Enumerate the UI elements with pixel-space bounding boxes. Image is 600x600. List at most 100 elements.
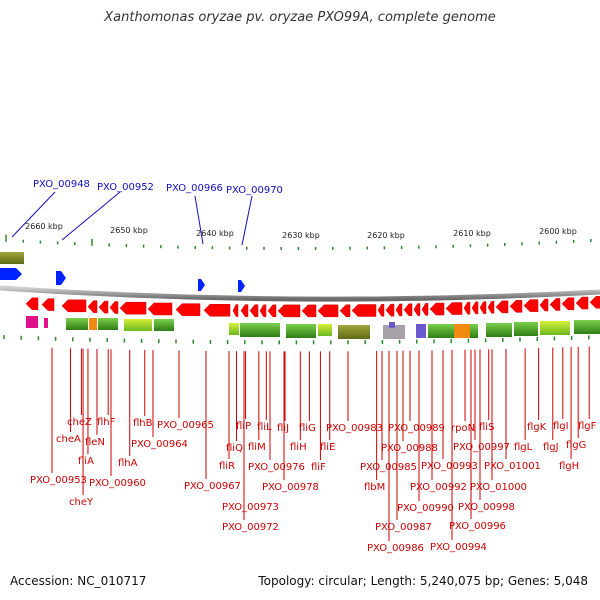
gene-label-bottom[interactable]: cheA: [56, 434, 81, 445]
gene-label-bottom[interactable]: PXO_00986: [367, 543, 424, 554]
similarity-block: [470, 324, 478, 338]
gene-label-bottom[interactable]: PXO_00993: [421, 461, 478, 472]
gene-label-bottom[interactable]: flgJ: [543, 442, 559, 453]
similarity-block: [154, 319, 174, 331]
gene-label-bottom[interactable]: flgI: [553, 421, 569, 432]
gene-label-bottom[interactable]: PXO_00992: [410, 482, 467, 493]
similarity-block: [514, 322, 538, 336]
gene-label-bottom[interactable]: flhA: [118, 458, 138, 469]
reverse-gene-arrow: [487, 301, 495, 314]
gene-label-bottom[interactable]: fliE: [320, 442, 335, 453]
reverse-gene-arrow: [395, 303, 403, 317]
similarity-block: [66, 318, 88, 330]
gene-label-bottom[interactable]: flgH: [559, 461, 579, 472]
gene-label-bottom[interactable]: fleN: [85, 437, 105, 448]
gene-label-bottom[interactable]: fliP: [236, 421, 251, 432]
gene-label-bottom[interactable]: PXO_00990: [397, 503, 454, 514]
gene-label-bottom[interactable]: fliA: [78, 456, 94, 467]
similarity-block: [286, 324, 316, 338]
similarity-block: [454, 324, 470, 338]
genome-title: Xanthomonas oryzae pv. oryzae PXO99A, co…: [104, 10, 496, 25]
gene-label-bottom[interactable]: flhB: [133, 418, 153, 429]
reverse-gene-arrow: [351, 304, 377, 317]
gene-label-bottom[interactable]: PXO_00997: [453, 442, 510, 453]
reverse-gene-arrow: [495, 300, 509, 314]
reverse-strand-tracks: [26, 316, 600, 339]
forward-gene-arrow[interactable]: [0, 268, 22, 280]
scale-tick-label: 2650 kbp: [110, 226, 148, 235]
similarity-block: [124, 319, 152, 331]
gene-label-bottom[interactable]: fliQ: [226, 443, 243, 454]
gene-label-top[interactable]: PXO_00952: [97, 182, 154, 193]
gene-label-bottom[interactable]: PXO_00996: [449, 521, 506, 532]
gene-label-bottom[interactable]: fliM: [248, 442, 266, 453]
gene-label-bottom[interactable]: flgK: [527, 422, 547, 433]
similarity-block: [89, 318, 97, 330]
reverse-gene-arrow: [385, 303, 395, 317]
similarity-block: [0, 252, 24, 264]
similarity-block: [44, 318, 48, 328]
similarity-block: [540, 321, 570, 335]
gene-label-bottom[interactable]: PXO_00988: [381, 443, 438, 454]
gene-label-bottom[interactable]: PXO_00973: [222, 502, 279, 513]
gene-label-bottom[interactable]: fliF: [311, 462, 326, 473]
similarity-block: [229, 323, 239, 335]
gene-label-bottom[interactable]: PXO_00994: [430, 542, 487, 553]
gene-label-bottom[interactable]: PXO_00976: [248, 462, 305, 473]
gene-label-top[interactable]: PXO_00966: [166, 183, 223, 194]
gene-label-bottom[interactable]: PXO_00987: [375, 522, 432, 533]
gene-label-bottom[interactable]: flgG: [566, 440, 586, 451]
reverse-gene-arrow: [232, 304, 239, 317]
gene-label-bottom[interactable]: PXO_00964: [131, 439, 188, 450]
gene-label-bottom[interactable]: PXO_01001: [484, 461, 541, 472]
reverse-gene-arrow: [429, 302, 445, 316]
reverse-gene-arrow: [147, 302, 173, 316]
gene-label-bottom[interactable]: fliR: [219, 461, 235, 472]
gene-label-bottom[interactable]: cheZ: [67, 417, 92, 428]
reverse-gene-arrow: [175, 303, 201, 316]
gene-label-bottom[interactable]: flbM: [364, 482, 385, 493]
gene-label-bottom[interactable]: flgL: [514, 442, 533, 453]
similarity-block: [338, 325, 370, 339]
gene-label-top[interactable]: PXO_00948: [33, 179, 90, 190]
gene-label-bottom[interactable]: PXO_00998: [458, 502, 515, 513]
reverse-gene-arrow: [267, 304, 277, 318]
gene-label-bottom[interactable]: PXO_00953: [30, 475, 87, 486]
gene-label-bottom[interactable]: rpoN: [451, 423, 475, 434]
gene-label-bottom[interactable]: fliG: [299, 423, 316, 434]
reverse-gene-arrow: [277, 304, 301, 318]
forward-gene-arrow[interactable]: [56, 271, 66, 285]
similarity-block: [574, 320, 600, 334]
reverse-gene-arrow: [339, 304, 351, 317]
gene-label-bottom[interactable]: PXO_01000: [470, 482, 527, 493]
gene-label-bottom[interactable]: PXO_00972: [222, 522, 279, 533]
reverse-gene-arrow: [523, 299, 539, 312]
similarity-block: [240, 323, 280, 337]
gene-label-bottom[interactable]: PXO_00989: [388, 423, 445, 434]
reverse-gene-arrow: [403, 303, 413, 317]
forward-gene-arrow[interactable]: [198, 279, 205, 291]
gene-label-bottom[interactable]: fliH: [290, 442, 307, 453]
gene-label-bottom[interactable]: flhF: [97, 417, 116, 428]
accession-text: Accession: NC_010717: [10, 574, 147, 588]
gene-label-bottom[interactable]: PXO_00985: [360, 462, 417, 473]
gene-label-bottom[interactable]: PXO_00967: [184, 481, 241, 492]
forward-gene-labels: PXO_00948 PXO_00952 PXO_00966 PXO_00970: [11, 179, 283, 246]
gene-label-bottom[interactable]: PXO_00965: [157, 420, 214, 431]
gene-label-bottom[interactable]: fliJ: [277, 423, 289, 434]
reverse-gene-arrow: [203, 303, 231, 317]
genome-summary-text: Topology: circular; Length: 5,240,075 bp…: [258, 574, 588, 588]
gene-label-bottom[interactable]: fliS: [479, 422, 494, 433]
gene-label-bottom[interactable]: cheY: [69, 497, 94, 508]
reverse-gene-arrow: [317, 304, 339, 318]
gene-label-bottom[interactable]: flgF: [578, 421, 597, 432]
gene-label-bottom[interactable]: PXO_00960: [89, 478, 146, 489]
reverse-gene-arrow: [413, 303, 421, 316]
gene-label-bottom[interactable]: fliL: [257, 422, 272, 433]
forward-gene-arrow[interactable]: [238, 280, 245, 292]
gene-label-bottom[interactable]: PXO_00978: [262, 482, 319, 493]
reverse-gene-arrow: [61, 299, 87, 313]
scale-tick-label: 2660 kbp: [25, 222, 63, 231]
gene-label-bottom[interactable]: PXO_00983: [326, 423, 383, 434]
gene-label-top[interactable]: PXO_00970: [226, 185, 283, 196]
